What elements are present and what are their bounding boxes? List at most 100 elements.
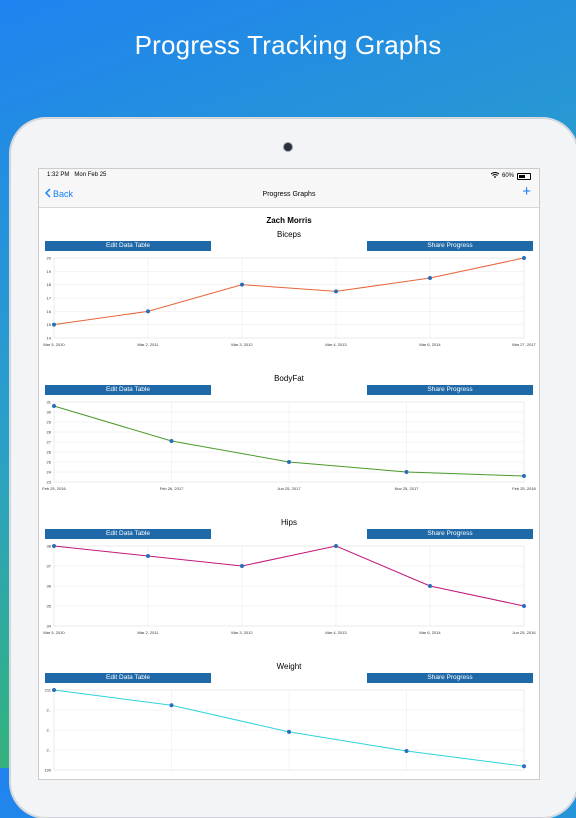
data-point [522,474,526,478]
chart-svg: 23 24 26 26 27 28 29 30 31 Feb 25, 2016 Feb 26, 20… [42,400,536,492]
status-time: 1:32 PM Mon Feb 25 [47,172,106,178]
x-tick-label: Mar 6, 2014 [419,342,441,347]
bodyfat-chart: 23 24 26 26 27 28 29 30 31 Feb 25, 2016 Feb 26, 20… [39,396,539,506]
x-tick-label: Jun 25, 2016 [512,630,536,635]
status-date-text: Mon Feb 25 [74,172,107,178]
biceps-chart: 14 15 16 17 18 19 20 Mar 5, 2010 Mar 2, 2011 Mar … [39,252,539,362]
section-title: Biceps [276,230,301,239]
data-point [334,544,338,548]
data-point [52,544,56,548]
hips-chart: 34 35 36 37 38 Mar 5, 2010 Mar 2, 2011 Mar 3, 2… [39,540,539,650]
section-title: Weight [276,662,302,671]
series-line [53,257,525,326]
x-tick-label: Mar 5, 2010 [43,342,65,347]
weight-chart: 190 2.. 2.. 2.. 211 [39,684,539,779]
data-point [52,688,56,692]
data-point [146,309,150,314]
back-label: Back [53,189,74,199]
battery-icon [517,172,531,180]
data-point [522,604,526,608]
y-tick-label: 19 [47,269,52,274]
user-name: Zach Morris [266,216,312,225]
y-tick-label: 34 [47,624,52,629]
y-tick-label: 16 [47,309,52,314]
share-progress-button[interactable]: Share Progress [367,673,533,683]
y-tick-label: 27 [47,440,52,445]
section-hips: Hips Edit Data Table Share Progress 34 35… [39,518,539,658]
edit-data-table-button[interactable]: Edit Data Table [45,529,211,539]
data-point [428,276,432,280]
edit-data-table-button[interactable]: Edit Data Table [45,673,211,683]
camera-icon [284,143,292,151]
data-point [240,282,244,287]
x-tick-label: Mar 2, 2011 [137,342,159,347]
x-tick-label: Mar 3, 2012 [231,342,253,347]
y-tick-label: 28 [47,430,52,435]
section-title: BodyFat [274,374,304,383]
section-bodyfat: BodyFat Edit Data Table Share Progress 2… [39,374,539,514]
share-progress-button[interactable]: Share Progress [367,241,533,251]
share-progress-button[interactable]: Share Progress [367,529,533,539]
y-tick-label: 26 [47,450,52,455]
app-screen: 1:32 PM Mon Feb 25 60% Back Progress Gra… [38,168,540,780]
chart-svg: 34 35 36 37 38 Mar 5, 2010 Mar 2, 2011 Mar 3, 2… [43,544,536,636]
edit-data-table-button[interactable]: Edit Data Table [45,385,211,395]
y-tick-label: 36 [47,584,52,589]
wifi-icon [490,172,500,180]
x-tick-label: Nov 25, 2017 [395,486,420,491]
y-tick-label: 17 [47,296,52,301]
y-tick-label: 38 [47,544,52,549]
y-tick-label: 18 [47,282,52,287]
chart-svg: 190 2.. 2.. 2.. 211 [44,688,526,773]
y-tick-label: 2.. [47,748,51,753]
nav-title: Progress Graphs [262,191,316,198]
y-tick-label: 29 [47,420,52,425]
status-bar: 1:32 PM Mon Feb 25 60% [39,169,539,182]
y-tick-label: 20 [47,256,52,261]
y-tick-label: 37 [47,564,52,569]
data-point [404,470,409,474]
data-point [334,289,338,294]
data-point [404,748,409,753]
data-point [287,460,291,464]
x-tick-label: Mar 4, 2013 [325,630,347,635]
section-title: Hips [280,518,297,527]
data-point [428,584,432,588]
y-tick-label: 190 [44,768,51,773]
data-point [169,703,174,708]
data-point [522,256,526,260]
y-tick-label: 35 [47,604,52,609]
y-tick-label: 14 [47,336,52,341]
y-tick-label: 24 [47,470,52,475]
x-tick-label: Feb 26, 2017 [160,486,184,491]
status-time-text: 1:32 PM [47,172,70,178]
data-point [169,439,174,443]
x-tick-label: Mar 6, 2014 [419,630,441,635]
data-point [52,322,56,327]
back-button[interactable]: Back [44,188,74,200]
y-tick-label: 30 [47,410,52,415]
x-tick-label: Feb 25, 2016 [42,486,66,491]
data-point [146,554,150,558]
chevron-left-icon [44,188,51,200]
battery-percent: 60% [501,173,514,179]
x-tick-label: Mar 2, 2011 [137,630,159,635]
x-tick-label: Mar 4, 2013 [325,342,347,347]
add-button[interactable]: + [522,183,531,200]
y-tick-label: 26 [47,460,52,465]
data-point [52,404,56,408]
series-line [53,545,525,607]
section-weight: Weight Edit Data Table Share Progress 19… [39,662,539,779]
share-progress-button[interactable]: Share Progress [367,385,533,395]
x-tick-label: Mar 5, 2010 [43,630,65,635]
x-tick-label: Mar 27, 2017 [512,342,536,347]
status-right: 60% [490,172,531,180]
data-point [522,764,526,769]
y-tick-label: 31 [47,400,52,405]
section-biceps: Biceps Edit Data Table Share Progress 14… [39,230,539,370]
y-tick-label: 23 [47,480,52,485]
x-tick-label: Jun 25, 2017 [277,486,301,491]
edit-data-table-button[interactable]: Edit Data Table [45,241,211,251]
y-tick-label: 15 [47,322,52,327]
x-tick-label: Feb 25, 2018 [512,486,536,491]
